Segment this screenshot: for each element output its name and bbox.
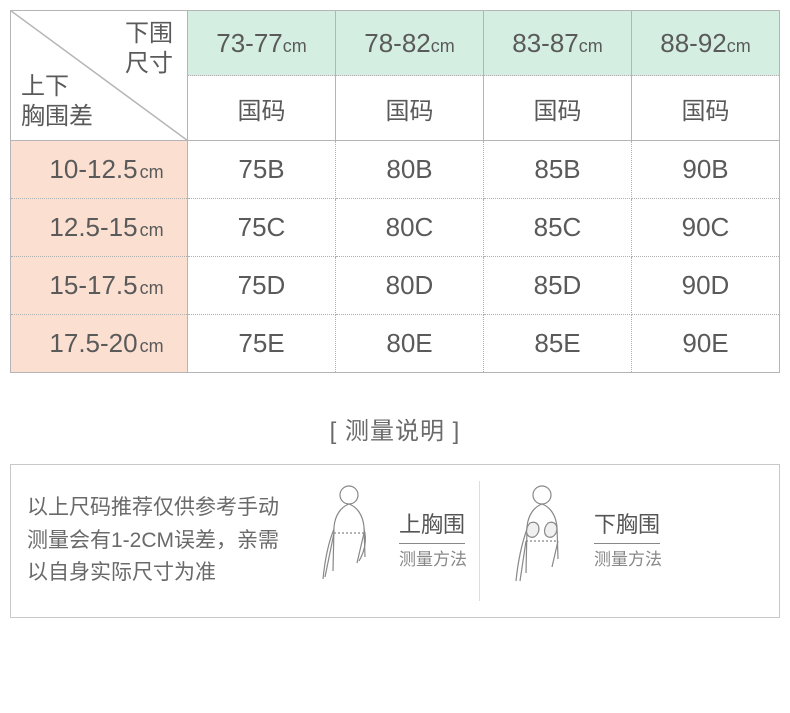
upper-measure-block: 上胸围 测量方法 [301,481,467,601]
sub-header: 国码 [188,76,336,141]
table-row: 17.5-20cm 75E 80E 85E 90E [11,315,780,373]
col-header: 83-87cm [484,11,632,76]
row-header: 15-17.5cm [11,257,188,315]
instruction-text: 以上尺码推荐仅供参考手动测量会有1-2CM误差，亲需以自身实际尺寸为准 [27,492,297,590]
lower-measure-title: 下胸围 [594,510,660,544]
upper-bust-figure-icon [301,481,391,601]
col-header: 73-77cm [188,11,336,76]
header-row-1: 下围尺寸 上下胸围差 73-77cm 78-82cm 83-87cm 88-92… [11,11,780,76]
corner-top-label: 下围尺寸 [125,19,173,79]
size-cell: 90C [632,199,780,257]
size-cell: 75B [188,141,336,199]
lower-bust-figure-icon [496,481,586,601]
table-row: 10-12.5cm 75B 80B 85B 90B [11,141,780,199]
instruction-box: 以上尺码推荐仅供参考手动测量会有1-2CM误差，亲需以自身实际尺寸为准 上胸围 … [10,464,780,618]
size-cell: 75E [188,315,336,373]
corner-bottom-label: 上下胸围差 [21,72,93,132]
size-cell: 80D [336,257,484,315]
size-cell: 75D [188,257,336,315]
upper-measure-title: 上胸围 [399,510,465,544]
upper-measure-subtitle: 测量方法 [399,548,467,572]
row-header: 17.5-20cm [11,315,188,373]
size-cell: 85E [484,315,632,373]
size-cell: 90D [632,257,780,315]
size-cell: 80E [336,315,484,373]
sub-header: 国码 [632,76,780,141]
size-cell: 85B [484,141,632,199]
size-cell: 90B [632,141,780,199]
lower-measure-subtitle: 测量方法 [594,548,662,572]
row-header: 12.5-15cm [11,199,188,257]
corner-header: 下围尺寸 上下胸围差 [11,11,188,141]
sub-header: 国码 [484,76,632,141]
col-header: 78-82cm [336,11,484,76]
upper-measure-label: 上胸围 测量方法 [399,510,467,572]
size-cell: 80B [336,141,484,199]
size-cell: 75C [188,199,336,257]
size-chart-table: 下围尺寸 上下胸围差 73-77cm 78-82cm 83-87cm 88-92… [10,10,780,373]
size-cell: 80C [336,199,484,257]
size-cell: 90E [632,315,780,373]
col-header: 88-92cm [632,11,780,76]
sub-header: 国码 [336,76,484,141]
table-row: 15-17.5cm 75D 80D 85D 90D [11,257,780,315]
instruction-title: [ 测量说明 ] [10,411,780,446]
size-cell: 85C [484,199,632,257]
size-cell: 85D [484,257,632,315]
lower-measure-label: 下胸围 测量方法 [594,510,662,572]
table-row: 12.5-15cm 75C 80C 85C 90C [11,199,780,257]
lower-measure-block: 下胸围 测量方法 [479,481,662,601]
row-header: 10-12.5cm [11,141,188,199]
